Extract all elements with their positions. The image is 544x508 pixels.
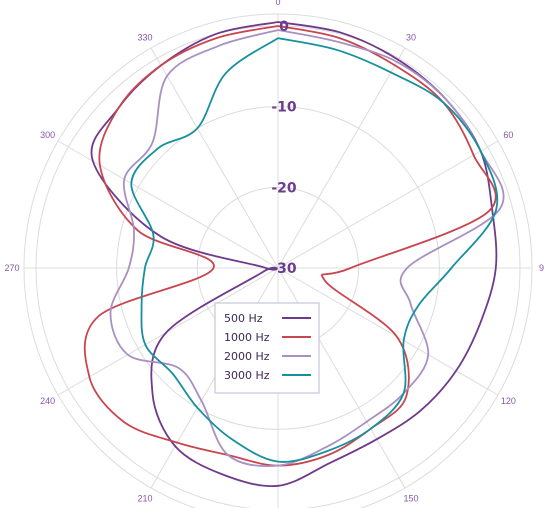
angle-tick-label: 300 — [40, 130, 55, 140]
radial-tick-label: -20 — [271, 180, 297, 196]
radial-tick-label: -30 — [271, 261, 297, 277]
angle-tick-label: 330 — [137, 33, 152, 43]
grid-spoke — [277, 140, 499, 269]
radial-tick-label: 0 — [279, 19, 289, 35]
radial-tick-labels: 0 -10 -20 -30 — [271, 19, 297, 277]
angle-tick-label: 0 — [275, 0, 280, 7]
angle-tick-label: 120 — [501, 396, 516, 406]
polar-series — [83, 21, 505, 488]
legend: 500 Hz 1000 Hz 2000 Hz 3000 Hz — [214, 302, 320, 394]
grid-spoke — [277, 267, 499, 396]
angle-tick-label: 240 — [40, 396, 55, 406]
angle-tick-label: 60 — [503, 130, 513, 140]
grid-spoke — [150, 47, 279, 269]
angle-tick-label: 270 — [4, 263, 19, 273]
grid-spoke — [277, 47, 406, 269]
legend-label: 2000 Hz — [224, 350, 270, 363]
legend-label: 3000 Hz — [224, 369, 270, 382]
legend-label: 500 Hz — [224, 312, 263, 325]
angle-tick-label: 150 — [403, 493, 418, 503]
polar-grid: 0 30 60 90 120 150 210 240 270 300 330 — [4, 0, 544, 508]
grid-spoke — [57, 140, 279, 269]
legend-label: 1000 Hz — [224, 331, 270, 344]
angle-tick-label: 210 — [137, 493, 152, 503]
series-line-500-hz — [90, 21, 498, 488]
angle-tick-label: 30 — [406, 33, 416, 43]
series-line-2000-hz — [109, 29, 505, 467]
angle-tick-label: 90 — [539, 263, 544, 273]
radial-tick-label: -10 — [271, 100, 297, 116]
series-line-3000-hz — [130, 37, 499, 463]
